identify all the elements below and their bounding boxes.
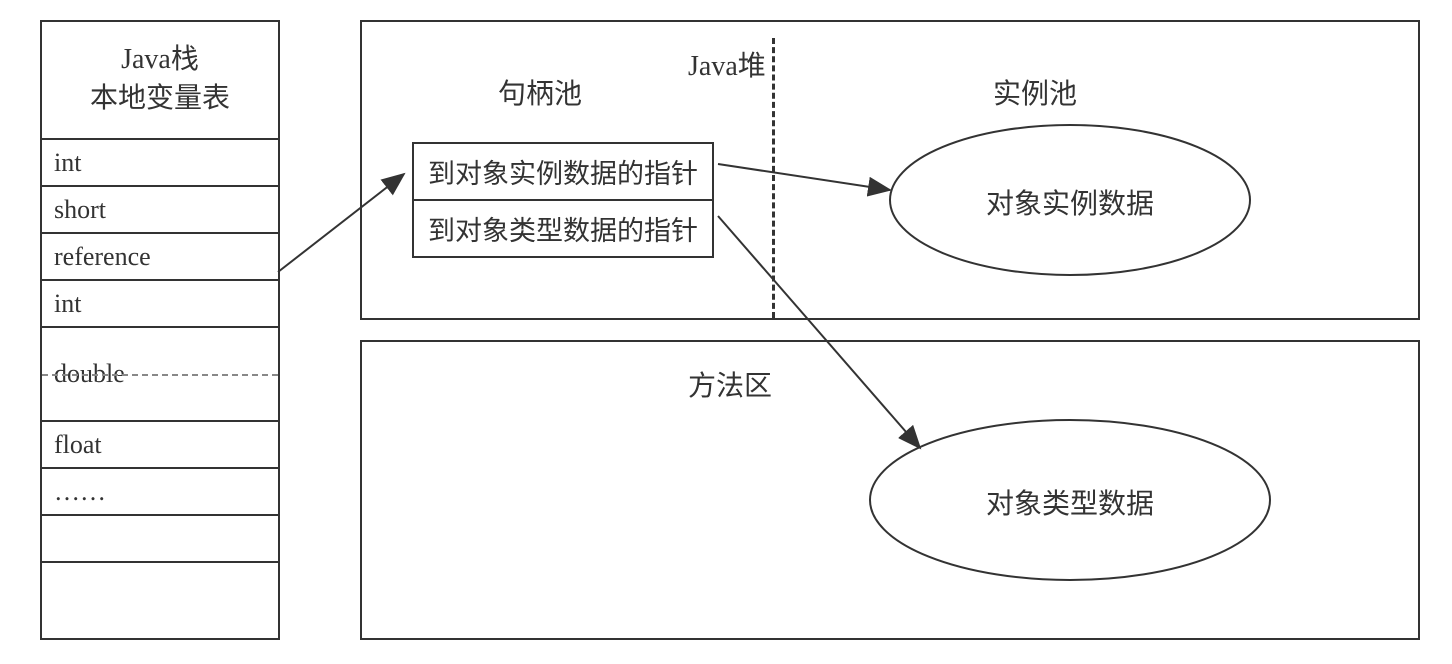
handle-pool-title: 句柄池: [492, 72, 588, 112]
stack-header: Java栈 本地变量表: [42, 22, 278, 138]
stack-row: int: [42, 279, 278, 326]
stack-row: short: [42, 185, 278, 232]
stack-row-label: float: [54, 430, 102, 460]
stack-row-label: short: [54, 195, 106, 225]
stack-row-label: ……: [54, 477, 106, 507]
heap-divider-dash: [772, 38, 775, 318]
double-slot-divider: [42, 374, 278, 376]
java-stack-box: Java栈 本地变量表 int short reference int doub…: [40, 20, 280, 640]
stack-row-label: int: [54, 289, 81, 319]
stack-row-label: reference: [54, 242, 151, 272]
stack-row: ……: [42, 467, 278, 514]
stack-row: float: [42, 420, 278, 467]
instance-pool-title: 实例池: [987, 72, 1083, 112]
stack-row: [42, 561, 278, 608]
method-area-title: 方法区: [682, 364, 778, 404]
handle-pool-box: 到对象实例数据的指针 到对象类型数据的指针: [412, 142, 714, 258]
type-ellipse-label: 对象类型数据: [870, 482, 1270, 522]
handle-row-instance-ptr: 到对象实例数据的指针: [414, 144, 712, 199]
stack-row-label: int: [54, 148, 81, 178]
java-heap-box: Java堆 句柄池 实例池 到对象实例数据的指针 到对象类型数据的指针: [360, 20, 1420, 320]
handle-row-type-ptr: 到对象类型数据的指针: [414, 199, 712, 256]
heap-main-title: Java堆: [682, 44, 772, 84]
stack-title-line2: 本地变量表: [42, 79, 278, 118]
stack-title-line1: Java栈: [42, 40, 278, 79]
stack-row: [42, 514, 278, 561]
stack-row-double: double: [42, 326, 278, 420]
stack-row: int: [42, 138, 278, 185]
instance-ellipse-label: 对象实例数据: [890, 182, 1250, 222]
stack-row-reference: reference: [42, 232, 278, 279]
